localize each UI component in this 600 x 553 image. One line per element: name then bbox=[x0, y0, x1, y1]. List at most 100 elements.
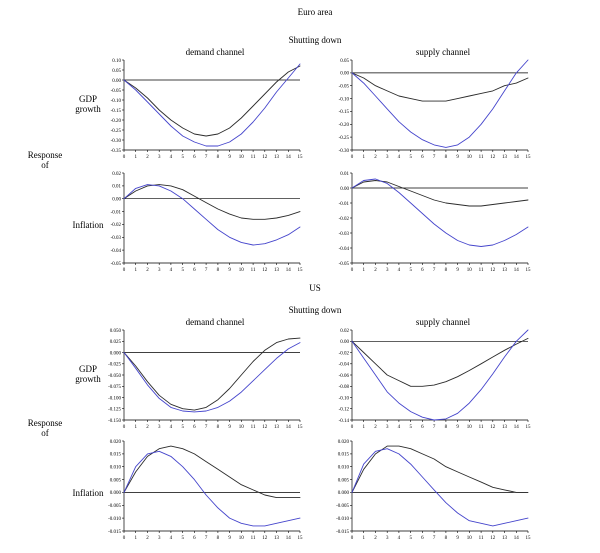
svg-text:0: 0 bbox=[351, 425, 354, 430]
svg-text:0.020: 0.020 bbox=[110, 440, 122, 445]
svg-text:8: 8 bbox=[445, 536, 448, 541]
svg-text:1: 1 bbox=[134, 536, 137, 541]
svg-text:-0.05: -0.05 bbox=[111, 262, 122, 267]
svg-text:-0.005: -0.005 bbox=[108, 504, 121, 509]
svg-text:0: 0 bbox=[351, 268, 354, 273]
svg-text:1: 1 bbox=[362, 268, 365, 273]
svg-text:13: 13 bbox=[502, 425, 508, 430]
svg-text:-0.30: -0.30 bbox=[111, 139, 122, 144]
chart-us-inflation-supply: 0.020 0.015 0.010 0.005 0.000 -0.005 -0.010 -0.… bbox=[324, 437, 534, 543]
gdp-label-line2: growth bbox=[75, 374, 101, 384]
svg-text:1: 1 bbox=[134, 155, 137, 160]
svg-text:10: 10 bbox=[239, 536, 245, 541]
svg-text:12: 12 bbox=[262, 155, 268, 160]
svg-text:-0.125: -0.125 bbox=[108, 408, 121, 413]
svg-text:-0.02: -0.02 bbox=[111, 223, 122, 228]
svg-text:-0.010: -0.010 bbox=[336, 517, 349, 522]
svg-text:5: 5 bbox=[181, 536, 184, 541]
svg-text:8: 8 bbox=[217, 155, 220, 160]
svg-text:-0.04: -0.04 bbox=[339, 363, 350, 368]
svg-text:14: 14 bbox=[286, 425, 292, 430]
svg-text:-0.10: -0.10 bbox=[111, 99, 122, 104]
svg-text:-0.01: -0.01 bbox=[339, 202, 350, 207]
svg-text:0.05: 0.05 bbox=[340, 59, 349, 64]
svg-text:8: 8 bbox=[217, 268, 220, 273]
svg-text:9: 9 bbox=[228, 155, 231, 160]
svg-text:10: 10 bbox=[467, 268, 473, 273]
svg-text:15: 15 bbox=[526, 268, 532, 273]
svg-text:4: 4 bbox=[398, 536, 401, 541]
svg-text:-0.100: -0.100 bbox=[108, 396, 121, 401]
us-demand-channel-header: demand channel bbox=[185, 317, 245, 327]
chart-us-gdp-supply: 0.02 0.00 -0.02 -0.04 -0.06 -0.08 -0.10 -0.12 -0… bbox=[324, 326, 534, 432]
svg-text:10: 10 bbox=[467, 536, 473, 541]
svg-text:8: 8 bbox=[445, 155, 448, 160]
svg-text:0.000: 0.000 bbox=[338, 491, 350, 496]
svg-text:4: 4 bbox=[170, 268, 173, 273]
svg-text:6: 6 bbox=[193, 536, 196, 541]
svg-text:9: 9 bbox=[228, 268, 231, 273]
svg-text:11: 11 bbox=[479, 536, 484, 541]
us-panel-title: US bbox=[309, 283, 321, 293]
svg-text:0.000: 0.000 bbox=[110, 351, 122, 356]
svg-text:-0.08: -0.08 bbox=[339, 385, 350, 390]
svg-text:12: 12 bbox=[262, 425, 268, 430]
svg-text:-0.04: -0.04 bbox=[339, 247, 350, 252]
svg-text:-0.02: -0.02 bbox=[339, 351, 350, 356]
svg-text:13: 13 bbox=[274, 425, 280, 430]
svg-text:7: 7 bbox=[433, 536, 436, 541]
svg-text:0.00: 0.00 bbox=[112, 79, 121, 84]
svg-text:11: 11 bbox=[251, 536, 256, 541]
svg-text:-0.20: -0.20 bbox=[339, 123, 350, 128]
svg-text:6: 6 bbox=[421, 536, 424, 541]
svg-text:6: 6 bbox=[421, 425, 424, 430]
svg-text:1: 1 bbox=[362, 536, 365, 541]
svg-text:11: 11 bbox=[479, 425, 484, 430]
svg-text:10: 10 bbox=[467, 155, 473, 160]
euro-gdp-growth-row-label: GDP growth bbox=[58, 94, 118, 114]
svg-text:7: 7 bbox=[433, 268, 436, 273]
svg-text:0.10: 0.10 bbox=[112, 59, 121, 64]
svg-text:10: 10 bbox=[467, 425, 473, 430]
svg-text:0: 0 bbox=[351, 536, 354, 541]
svg-text:0: 0 bbox=[123, 268, 126, 273]
response-label-line2: of bbox=[41, 428, 49, 438]
euro-supply-channel-header: supply channel bbox=[415, 47, 471, 57]
svg-text:-0.10: -0.10 bbox=[339, 97, 350, 102]
svg-text:3: 3 bbox=[158, 268, 161, 273]
svg-text:11: 11 bbox=[479, 155, 484, 160]
svg-text:0.005: 0.005 bbox=[110, 478, 122, 483]
svg-text:0: 0 bbox=[123, 155, 126, 160]
svg-text:12: 12 bbox=[490, 536, 496, 541]
svg-text:3: 3 bbox=[158, 536, 161, 541]
svg-text:0: 0 bbox=[123, 425, 126, 430]
svg-text:-0.03: -0.03 bbox=[111, 236, 122, 241]
svg-text:3: 3 bbox=[386, 155, 389, 160]
svg-text:1: 1 bbox=[134, 425, 137, 430]
svg-text:11: 11 bbox=[251, 268, 256, 273]
svg-text:8: 8 bbox=[217, 536, 220, 541]
euro-inflation-row-label: Inflation bbox=[72, 220, 104, 230]
svg-text:2: 2 bbox=[146, 155, 149, 160]
svg-text:4: 4 bbox=[398, 268, 401, 273]
chart-euro-inflation-demand: 0.02 0.01 0.00 -0.01 -0.02 -0.03 -0.04 -0.05 0 1 2… bbox=[96, 169, 306, 275]
svg-text:0.00: 0.00 bbox=[340, 187, 349, 192]
svg-text:0.00: 0.00 bbox=[340, 340, 349, 345]
svg-text:5: 5 bbox=[409, 425, 412, 430]
svg-text:8: 8 bbox=[445, 425, 448, 430]
svg-text:-0.06: -0.06 bbox=[339, 374, 350, 379]
svg-text:14: 14 bbox=[286, 155, 292, 160]
svg-text:0.015: 0.015 bbox=[338, 453, 350, 458]
svg-text:0.010: 0.010 bbox=[110, 466, 122, 471]
euro-shutting-down-label: Shutting down bbox=[288, 35, 342, 45]
euro-demand-channel-header: demand channel bbox=[185, 47, 245, 57]
svg-text:6: 6 bbox=[193, 268, 196, 273]
svg-text:0: 0 bbox=[351, 155, 354, 160]
svg-text:13: 13 bbox=[274, 155, 280, 160]
chart-euro-inflation-supply: 0.01 0.00 -0.01 -0.02 -0.03 -0.04 -0.05 0 1 2 3 4 5 6… bbox=[324, 169, 534, 275]
svg-text:3: 3 bbox=[386, 425, 389, 430]
svg-text:-0.01: -0.01 bbox=[111, 210, 122, 215]
svg-text:10: 10 bbox=[239, 155, 245, 160]
svg-text:-0.05: -0.05 bbox=[339, 85, 350, 90]
svg-text:9: 9 bbox=[456, 268, 459, 273]
